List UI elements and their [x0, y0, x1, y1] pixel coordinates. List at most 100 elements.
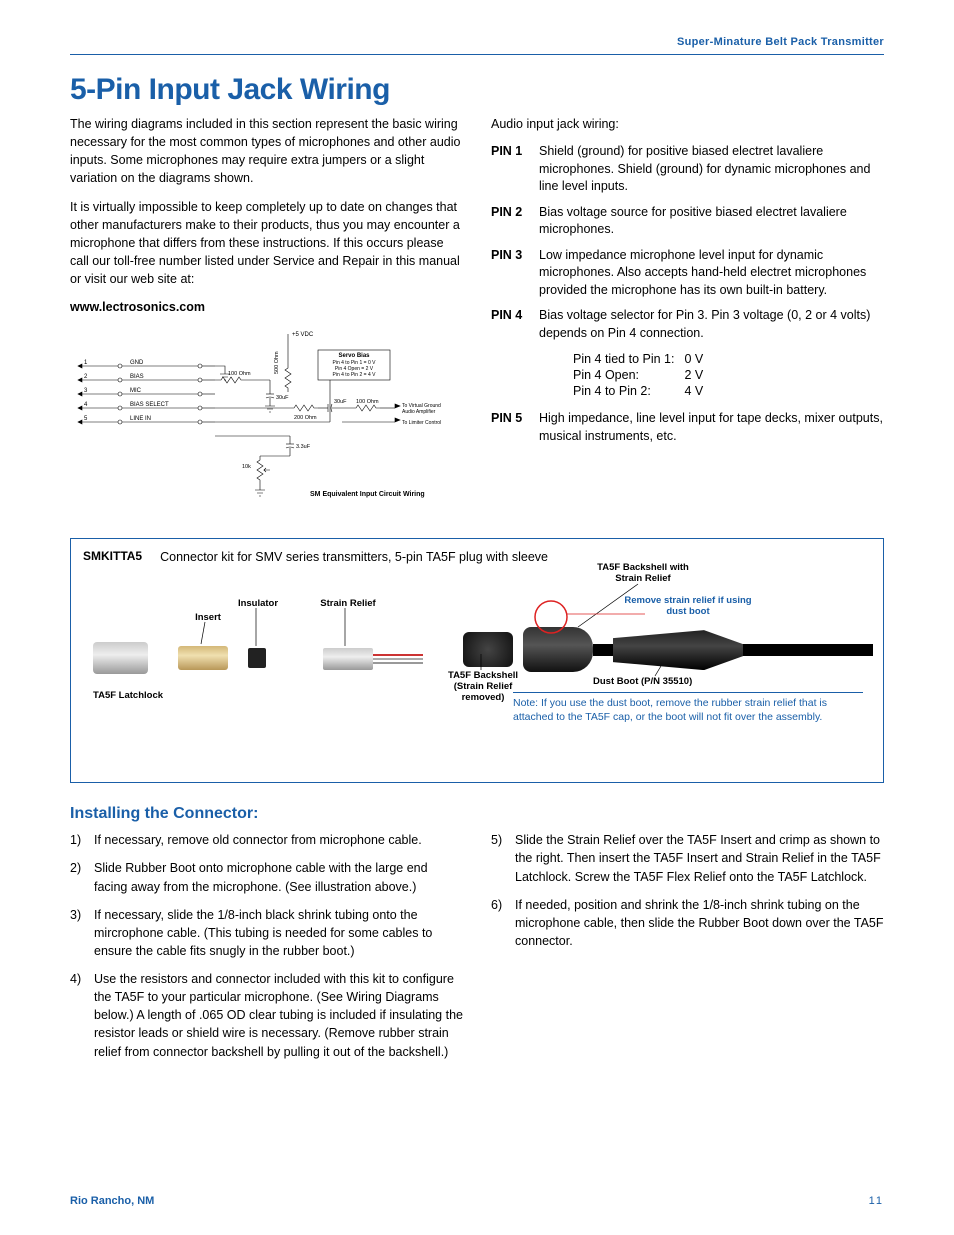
- svg-text:1: 1: [84, 360, 88, 366]
- part-backshell: [463, 632, 513, 667]
- pin4-cell: 0 V: [684, 352, 711, 366]
- header-title: Super-Minature Belt Pack Transmitter: [677, 36, 884, 48]
- steps-left: 1)If necessary, remove old connector fro…: [70, 831, 463, 1070]
- svg-text:4: 4: [84, 402, 88, 408]
- pin-row: PIN 2Bias voltage source for positive bi…: [491, 204, 884, 239]
- footer-left: Rio Rancho, NM: [70, 1195, 154, 1207]
- pin-label: PIN 5: [491, 410, 539, 445]
- pin-desc: High impedance, line level input for tap…: [539, 410, 884, 445]
- step-num: 5): [491, 831, 515, 885]
- step-num: 6): [491, 896, 515, 950]
- pin4-cell: 4 V: [684, 384, 711, 398]
- pin-label: PIN 1: [491, 143, 539, 196]
- pin-row: PIN 5High impedance, line level input fo…: [491, 410, 884, 445]
- right-column: Audio input jack wiring: PIN 1Shield (gr…: [491, 115, 884, 516]
- svg-text:MIC: MIC: [130, 388, 142, 394]
- wire-shield: [373, 662, 423, 664]
- pin-label: PIN 3: [491, 247, 539, 300]
- steps-right: 5)Slide the Strain Relief over the TA5F …: [491, 831, 884, 1070]
- pin-label: PIN 4: [491, 307, 539, 342]
- install-step: 6)If needed, position and shrink the 1/8…: [491, 896, 884, 950]
- kit-sku: SMKITTA5: [83, 549, 142, 566]
- pin4-cell: Pin 4 tied to Pin 1:: [573, 352, 682, 366]
- page-footer: Rio Rancho, NM 11: [70, 1195, 884, 1207]
- intro-p2: It is virtually impossible to keep compl…: [70, 198, 463, 289]
- kit-diagram: TA5F Latchlock Insert Insulator Strain R…: [83, 572, 871, 742]
- install-step: 1)If necessary, remove old connector fro…: [70, 831, 463, 849]
- kit-desc: Connector kit for SMV series transmitter…: [160, 549, 548, 566]
- svg-text:BIAS SELECT: BIAS SELECT: [130, 402, 169, 408]
- pin-desc: Bias voltage selector for Pin 3. Pin 3 v…: [539, 307, 884, 342]
- pin4-cell: 2 V: [684, 368, 711, 382]
- svg-text:GND: GND: [130, 360, 144, 366]
- pin-label: PIN 2: [491, 204, 539, 239]
- part-insert: [178, 646, 228, 670]
- intro-p1: The wiring diagrams included in this sec…: [70, 115, 463, 188]
- step-text: Slide the Strain Relief over the TA5F In…: [515, 831, 884, 885]
- part-insulator: [248, 648, 266, 668]
- pin-row: PIN 3Low impedance microphone level inpu…: [491, 247, 884, 300]
- install-step: 3)If necessary, slide the 1/8-inch black…: [70, 906, 463, 960]
- wire-red: [373, 654, 423, 656]
- svg-text:Audio Amplifier: Audio Amplifier: [402, 409, 436, 415]
- step-text: If needed, position and shrink the 1/8-i…: [515, 896, 884, 950]
- part-dustboot: [613, 630, 743, 670]
- kit-note: Note: If you use the dust boot, remove t…: [513, 692, 863, 724]
- left-column: The wiring diagrams included in this sec…: [70, 115, 463, 516]
- install-step: 4)Use the resistors and connector includ…: [70, 970, 463, 1061]
- svg-text:200 Ohm: 200 Ohm: [294, 415, 317, 421]
- right-intro: Audio input jack wiring:: [491, 115, 884, 133]
- part-latchlock: [93, 642, 148, 674]
- svg-text:3.3uF: 3.3uF: [296, 444, 311, 450]
- wire-white: [373, 658, 423, 660]
- main-title: 5-Pin Input Jack Wiring: [70, 73, 884, 107]
- install-title: Installing the Connector:: [70, 805, 884, 823]
- step-num: 4): [70, 970, 94, 1061]
- pin-row: PIN 4Bias voltage selector for Pin 3. Pi…: [491, 307, 884, 342]
- pin-row: PIN 1Shield (ground) for positive biased…: [491, 143, 884, 196]
- svg-text:2: 2: [84, 374, 88, 380]
- step-text: Use the resistors and connector included…: [94, 970, 463, 1061]
- label-remove-note: Remove strain relief if using dust boot: [623, 595, 753, 617]
- page-header: Super-Minature Belt Pack Transmitter: [70, 32, 884, 55]
- svg-text:5: 5: [84, 416, 88, 422]
- strain-relief-callout: [531, 597, 571, 637]
- label-latchlock: TA5F Latchlock: [83, 690, 173, 701]
- pin4-cell: Pin 4 to Pin 2:: [573, 384, 682, 398]
- label-strain: Strain Relief: [313, 598, 383, 609]
- step-num: 1): [70, 831, 94, 849]
- svg-text:30uF: 30uF: [276, 395, 289, 401]
- pin4-table: Pin 4 tied to Pin 1:0 VPin 4 Open:2 VPin…: [571, 350, 713, 400]
- install-step: 2)Slide Rubber Boot onto microphone cabl…: [70, 859, 463, 895]
- intro-url: www.lectrosonics.com: [70, 298, 463, 316]
- svg-text:BIAS: BIAS: [130, 374, 144, 380]
- svg-text:500 Ohm: 500 Ohm: [274, 351, 280, 374]
- step-text: If necessary, slide the 1/8-inch black s…: [94, 906, 463, 960]
- svg-text:100 Ohm: 100 Ohm: [356, 399, 379, 405]
- svg-text:10k: 10k: [242, 464, 251, 470]
- pin-list: PIN 1Shield (ground) for positive biased…: [491, 143, 884, 445]
- step-text: If necessary, remove old connector from …: [94, 831, 463, 849]
- svg-text:SM Equivalent Input Circuit Wi: SM Equivalent Input Circuit Wiring: [310, 491, 425, 498]
- svg-text:To Limiter Control: To Limiter Control: [402, 420, 441, 426]
- svg-text:+5 VDC: +5 VDC: [292, 332, 314, 338]
- step-text: Slide Rubber Boot onto microphone cable …: [94, 859, 463, 895]
- pin4-cell: Pin 4 Open:: [573, 368, 682, 382]
- label-insulator: Insulator: [233, 598, 283, 609]
- step-num: 3): [70, 906, 94, 960]
- step-num: 2): [70, 859, 94, 895]
- label-insert: Insert: [188, 612, 228, 623]
- pin-desc: Shield (ground) for positive biased elec…: [539, 143, 884, 196]
- install-step: 5)Slide the Strain Relief over the TA5F …: [491, 831, 884, 885]
- pin-desc: Low impedance microphone level input for…: [539, 247, 884, 300]
- svg-text:30uF: 30uF: [334, 399, 347, 405]
- footer-right: 11: [869, 1195, 884, 1207]
- pin-desc: Bias voltage source for positive biased …: [539, 204, 884, 239]
- svg-text:100 Ohm: 100 Ohm: [228, 371, 251, 377]
- svg-text:LINE IN: LINE IN: [130, 416, 151, 422]
- label-backshell-strain: TA5F Backshell with Strain Relief: [583, 562, 703, 584]
- connector-kit-box: SMKITTA5 Connector kit for SMV series tr…: [70, 538, 884, 783]
- svg-text:3: 3: [84, 388, 88, 394]
- label-dustboot: Dust Boot (P/N 35510): [593, 676, 733, 687]
- circuit-diagram: +5 VDC 500 Ohm Servo Bias Pin 4 to Pin 1…: [70, 326, 460, 516]
